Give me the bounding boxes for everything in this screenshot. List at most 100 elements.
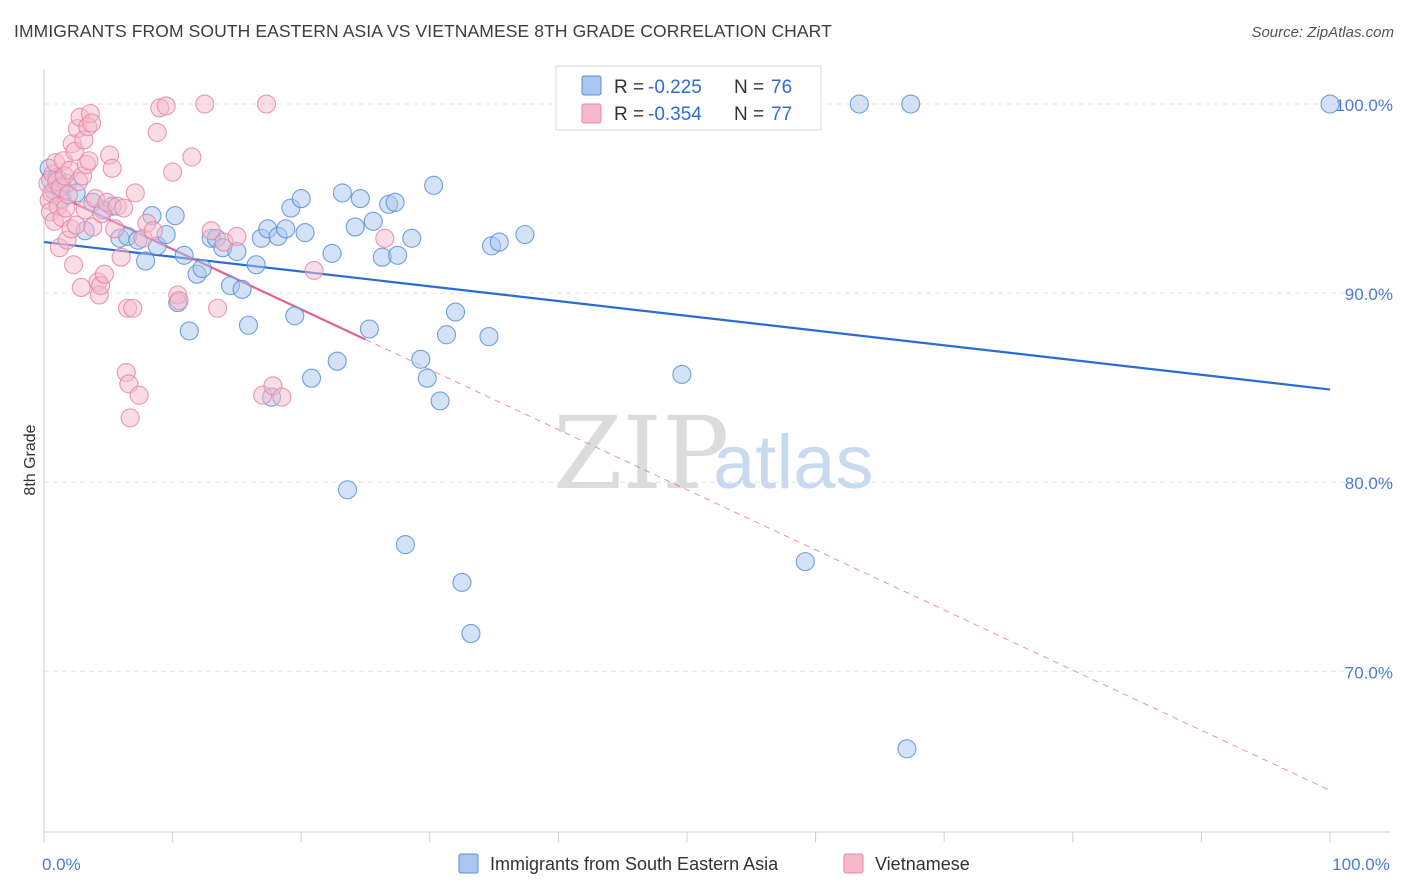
bottom-legend-swatch-pink bbox=[843, 853, 864, 874]
pink-point-54 bbox=[125, 183, 145, 203]
blue-point-75 bbox=[1320, 94, 1340, 114]
bottom-legend-label-blue: Immigrants from South Eastern Asia bbox=[490, 854, 779, 874]
pink-point-67 bbox=[201, 221, 221, 241]
blue-point-24 bbox=[192, 258, 212, 279]
blue-point-42 bbox=[301, 368, 322, 388]
blue-point-60 bbox=[430, 391, 450, 411]
legend-r-label-blue: R = bbox=[614, 77, 644, 98]
pink-point-68 bbox=[208, 298, 228, 318]
blue-point-68 bbox=[515, 224, 535, 245]
blue-point-72 bbox=[849, 94, 869, 114]
pink-trend-dashed bbox=[365, 338, 1331, 791]
pink-point-76 bbox=[375, 228, 395, 248]
y-tick-label-1: 90.0% bbox=[1345, 285, 1393, 304]
blue-point-31 bbox=[238, 315, 259, 335]
blue-point-45 bbox=[332, 183, 352, 203]
pink-point-20 bbox=[64, 255, 84, 275]
blue-point-40 bbox=[291, 189, 311, 209]
blue-point-63 bbox=[452, 572, 472, 592]
legend-r-value-pink: -0.354 bbox=[648, 104, 702, 125]
legend-swatch-blue bbox=[581, 75, 602, 96]
blue-point-74 bbox=[897, 739, 917, 759]
pink-point-75 bbox=[304, 260, 324, 280]
blue-point-65 bbox=[479, 327, 499, 347]
blue-point-61 bbox=[436, 325, 457, 345]
blue-point-70 bbox=[672, 364, 692, 384]
pink-point-65 bbox=[182, 147, 202, 167]
chart-title: IMMIGRANTS FROM SOUTH EASTERN ASIA VS VI… bbox=[14, 21, 832, 41]
pink-point-47 bbox=[111, 247, 131, 267]
y-axis-label: 8th Grade bbox=[22, 424, 39, 495]
bottom-legend: Immigrants from South Eastern Asia Vietn… bbox=[458, 853, 970, 874]
blue-point-73 bbox=[901, 94, 921, 114]
legend-n-value-blue: 76 bbox=[771, 77, 792, 98]
watermark-atlas: atlas bbox=[713, 420, 874, 505]
blue-point-43 bbox=[322, 243, 342, 263]
bottom-legend-swatch-blue bbox=[458, 853, 479, 874]
x-tick-label-0: 0.0% bbox=[42, 855, 81, 874]
blue-point-64 bbox=[461, 623, 481, 644]
pink-point-72 bbox=[256, 94, 277, 114]
legend-r-value-blue: -0.225 bbox=[648, 77, 702, 98]
blue-point-71 bbox=[795, 552, 815, 572]
watermark: ZIP atlas bbox=[553, 395, 874, 512]
pink-point-62 bbox=[163, 162, 183, 182]
pink-point-59 bbox=[147, 122, 167, 142]
blue-point-22 bbox=[179, 321, 199, 341]
pink-point-34 bbox=[82, 113, 102, 133]
blue-point-32 bbox=[246, 255, 266, 275]
pink-point-74 bbox=[272, 387, 292, 407]
pink-point-16 bbox=[58, 185, 78, 205]
pink-point-48 bbox=[114, 198, 134, 218]
pink-point-58 bbox=[143, 221, 163, 241]
blue-point-46 bbox=[337, 480, 358, 500]
y-tick-label-3: 70.0% bbox=[1345, 663, 1393, 682]
pink-point-64 bbox=[169, 291, 189, 311]
bottom-legend-label-pink: Vietnamese bbox=[875, 854, 970, 874]
blue-point-44 bbox=[327, 351, 347, 371]
blue-point-15 bbox=[136, 251, 156, 271]
pink-point-35 bbox=[83, 217, 103, 237]
x-tick-labels: 0.0% 100.0% bbox=[42, 855, 1390, 874]
pink-point-44 bbox=[102, 158, 122, 178]
blue-point-30 bbox=[232, 279, 252, 299]
pink-point-45 bbox=[105, 219, 125, 239]
top-legend: R = -0.225 N = 76 R = -0.354 N = 77 bbox=[555, 65, 822, 131]
blue-point-59 bbox=[424, 175, 444, 195]
pink-point-55 bbox=[129, 385, 149, 405]
blue-point-50 bbox=[363, 211, 383, 231]
pink-point-41 bbox=[94, 264, 114, 284]
blue-point-56 bbox=[402, 228, 422, 248]
y-tick-label-0: 100.0% bbox=[1335, 96, 1393, 115]
legend-swatch-pink bbox=[581, 103, 602, 124]
blue-point-39 bbox=[285, 306, 305, 326]
series-blue-points bbox=[39, 94, 1340, 759]
legend-r-label-pink: R = bbox=[614, 104, 644, 125]
blue-point-67 bbox=[489, 232, 509, 252]
blue-point-55 bbox=[395, 535, 415, 555]
pink-point-52 bbox=[120, 408, 140, 428]
y-tick-label-2: 80.0% bbox=[1345, 474, 1393, 493]
pink-point-26 bbox=[71, 277, 91, 297]
blue-point-47 bbox=[345, 217, 365, 237]
watermark-zip: ZIP bbox=[553, 395, 729, 512]
series-pink-points bbox=[38, 94, 395, 428]
pink-point-53 bbox=[123, 298, 143, 318]
blue-point-41 bbox=[295, 223, 315, 243]
pink-point-70 bbox=[227, 226, 247, 246]
y-tick-labels: 100.0% 90.0% 80.0% 70.0% bbox=[1335, 96, 1393, 682]
blue-point-37 bbox=[276, 219, 296, 239]
blue-point-58 bbox=[417, 368, 437, 388]
pink-point-61 bbox=[156, 96, 176, 116]
pink-point-66 bbox=[195, 94, 215, 114]
pink-point-32 bbox=[79, 151, 99, 171]
gridlines bbox=[44, 103, 1390, 672]
blue-point-53 bbox=[385, 192, 405, 212]
blue-point-62 bbox=[445, 302, 466, 322]
blue-point-19 bbox=[165, 206, 185, 226]
x-tick-label-1: 100.0% bbox=[1332, 855, 1390, 874]
legend-n-label-pink: N = bbox=[734, 104, 764, 125]
legend-n-label-blue: N = bbox=[734, 77, 764, 98]
legend-n-value-pink: 77 bbox=[771, 104, 792, 125]
